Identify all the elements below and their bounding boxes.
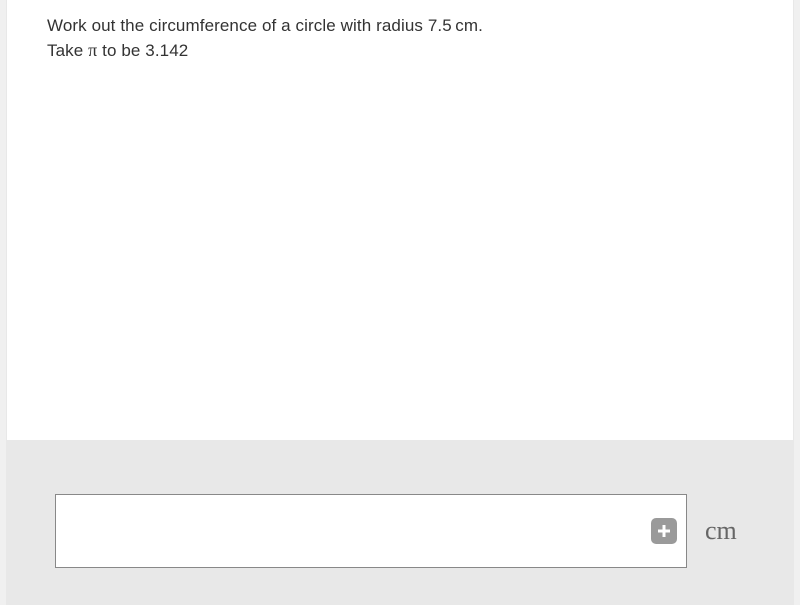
question-line-1: Work out the circumference of a circle w…	[47, 14, 753, 38]
question-line-2: Take π to be 3.142	[47, 38, 753, 63]
answer-area: cm	[7, 440, 793, 605]
question-area: Work out the circumference of a circle w…	[7, 0, 793, 440]
unit-label: cm	[705, 516, 745, 546]
plus-icon	[656, 523, 672, 539]
question-line1-text: Work out the circumference of a circle w…	[47, 16, 452, 35]
question-line2-prefix: Take	[47, 41, 88, 60]
question-line2-suffix: to be 3.142	[97, 41, 188, 60]
question-text: Work out the circumference of a circle w…	[47, 14, 753, 63]
expand-input-button[interactable]	[651, 518, 677, 544]
answer-input[interactable]	[55, 494, 687, 568]
input-row: cm	[55, 494, 745, 568]
input-wrapper	[55, 494, 687, 568]
pi-symbol: π	[88, 40, 97, 60]
question-container: Work out the circumference of a circle w…	[6, 0, 794, 605]
question-line1-unit: cm.	[455, 16, 483, 35]
